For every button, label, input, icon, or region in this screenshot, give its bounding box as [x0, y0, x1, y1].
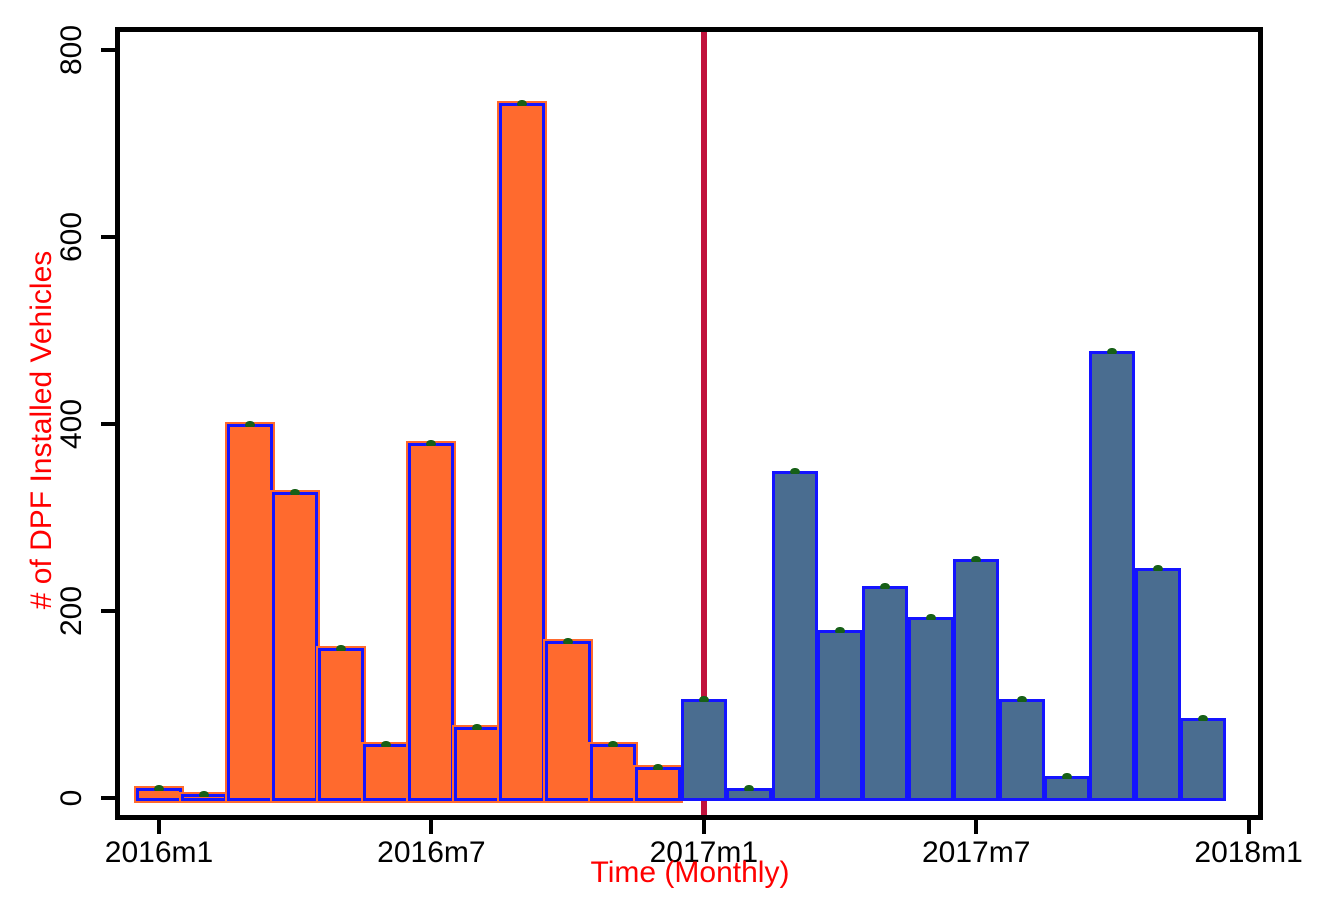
y-tick-label: 200: [55, 585, 88, 637]
y-tick-label: 600: [55, 211, 88, 263]
y-tick-mark: [101, 609, 115, 613]
x-tick-mark: [1246, 820, 1251, 834]
bar-2016m3: [226, 421, 273, 801]
bar-2017m5: [862, 583, 909, 801]
bar-2017m12: [1180, 715, 1227, 801]
bar-2016m5: [317, 645, 364, 801]
bar-2017m9: [1044, 773, 1090, 801]
bar-top-marker: [1198, 715, 1209, 721]
y-tick-label: 800: [55, 24, 88, 76]
x-axis-title: Time (Monthly): [590, 856, 790, 889]
bar-top-marker: [199, 791, 210, 797]
bar-2016m2: [181, 791, 228, 801]
bar-top-marker: [244, 421, 255, 427]
bar-2017m6: [907, 614, 954, 801]
bar-top-marker: [744, 785, 755, 791]
bar-2017m7: [953, 556, 1000, 801]
bar-2016m1: [136, 785, 182, 801]
bar-top-marker: [925, 614, 936, 620]
bar-2016m8: [453, 724, 500, 801]
y-tick-mark: [101, 796, 115, 800]
x-tick-mark: [157, 820, 161, 834]
y-tick-label: 0: [55, 789, 88, 807]
x-tick-label: 2017m7: [921, 836, 1031, 869]
policy-vline: [700, 32, 707, 815]
bar-2017m10: [1089, 348, 1136, 801]
bar-top-marker: [1016, 696, 1027, 702]
y-tick-mark: [101, 422, 115, 426]
bar-top-marker: [971, 556, 982, 562]
bar-top-marker: [290, 489, 301, 495]
bar-2017m4: [817, 627, 863, 801]
bar-top-marker: [471, 724, 482, 730]
bar-top-marker: [653, 764, 664, 770]
bar-2017m3: [771, 468, 818, 801]
bar-2016m6: [363, 741, 409, 801]
bar-top-marker: [1107, 348, 1118, 354]
bar-2016m11: [590, 741, 636, 801]
y-axis-title: # of DPF Installed Vehicles: [25, 250, 58, 610]
x-tick-mark: [429, 820, 434, 834]
bar-top-marker: [381, 741, 391, 747]
bar-2016m7: [408, 440, 455, 801]
plot-area: [115, 27, 1263, 820]
bar-2017m11: [1134, 565, 1181, 801]
bar-top-marker: [698, 696, 709, 702]
bar-top-marker: [880, 583, 891, 589]
bar-2016m12: [635, 764, 682, 801]
bar-top-marker: [789, 468, 800, 474]
bar-2016m9: [499, 100, 546, 801]
y-tick-label: 400: [55, 398, 88, 450]
bar-top-marker: [154, 785, 164, 791]
bar-top-marker: [608, 741, 618, 747]
x-tick-label: 2016m1: [104, 836, 214, 869]
bar-2016m4: [272, 489, 319, 801]
y-tick-mark: [101, 235, 115, 239]
bar-top-marker: [1062, 773, 1072, 779]
bar-top-marker: [1152, 565, 1163, 571]
y-tick-mark: [101, 48, 115, 52]
bar-top-marker: [335, 645, 346, 651]
bar-2017m2: [726, 785, 773, 801]
x-tick-label: 2018m1: [1194, 836, 1303, 869]
bar-top-marker: [835, 627, 845, 633]
bar-top-marker: [517, 100, 528, 106]
bar-top-marker: [562, 638, 573, 644]
x-tick-label: 2017m1: [649, 836, 759, 869]
x-tick-label: 2016m7: [377, 836, 486, 869]
bar-2017m8: [998, 696, 1045, 801]
x-tick-mark: [974, 820, 979, 834]
bar-2017m1: [680, 696, 727, 801]
bar-2016m10: [544, 638, 591, 801]
plot-inner: [120, 32, 1258, 815]
x-tick-mark: [701, 820, 706, 834]
bar-top-marker: [426, 440, 437, 446]
